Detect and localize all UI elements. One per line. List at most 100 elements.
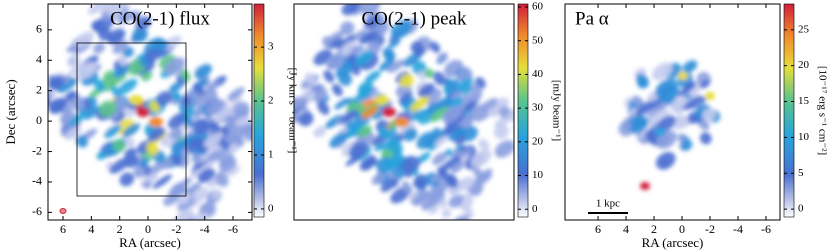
map-blob	[175, 209, 194, 220]
map-blob	[48, 89, 53, 98]
map-blob	[48, 98, 66, 114]
scale-bar-label: 1 kpc	[596, 198, 620, 210]
map-blob	[443, 77, 453, 88]
map-blob	[433, 71, 446, 86]
map-blob	[113, 65, 128, 78]
x-tick-label: -6	[228, 222, 238, 236]
x-tick-label: -4	[200, 222, 210, 236]
map-blob	[93, 42, 105, 54]
map-blob	[96, 150, 107, 161]
map-blob	[432, 152, 448, 165]
map-blob	[361, 4, 381, 16]
map-blob	[442, 105, 463, 123]
map-blob	[677, 82, 697, 97]
map-blob	[298, 111, 314, 127]
x-tick-label: 6	[595, 222, 601, 236]
map-blob	[331, 83, 343, 97]
x-tick-label: -6	[761, 222, 771, 236]
map-peak	[375, 95, 389, 105]
y-axis-label: Dec (arcsec)	[3, 79, 18, 144]
panel: CO(2-1) peak 0 10 20 30 40 50 60 [mJy beam⁻¹]	[293, 1, 562, 221]
colorbar-tick-label: 30	[532, 102, 544, 114]
map-blob	[635, 103, 651, 116]
map-blob	[409, 96, 430, 112]
colorbar-label: [mJy beam⁻¹]	[550, 80, 562, 141]
x-tick-label: 2	[651, 222, 657, 236]
colorbar-tick-label: 1	[268, 149, 274, 161]
map-blob	[202, 87, 218, 103]
map-blob	[133, 166, 145, 179]
map-blob	[155, 91, 173, 107]
x-tick-label: -2	[171, 222, 181, 236]
map-blob	[426, 185, 446, 203]
colorbar-label: [Jy km s⁻¹ beam⁻¹]	[286, 68, 298, 154]
map-blob	[470, 149, 492, 168]
map-blob	[436, 52, 448, 63]
map-blob	[162, 158, 175, 169]
map-blob	[74, 31, 94, 48]
map-blob	[618, 121, 634, 137]
colorbar-tick-label: 0	[268, 202, 274, 214]
map-blob	[430, 41, 441, 53]
map-blob	[368, 154, 378, 166]
map-blob	[75, 135, 89, 148]
map-blob	[206, 81, 220, 92]
map	[618, 60, 721, 190]
map-blob	[124, 136, 135, 148]
map-peak	[705, 92, 715, 100]
map-blob	[199, 160, 215, 173]
map-blob	[325, 31, 345, 46]
map-blob	[203, 132, 224, 148]
map-blob	[469, 83, 483, 98]
map-blob	[355, 50, 374, 66]
map-blob	[83, 105, 102, 120]
colorbar-tick-label: 20	[532, 135, 544, 147]
map-blob	[505, 106, 514, 123]
map-blob	[362, 31, 379, 44]
map-blob	[324, 114, 344, 129]
map-blob	[172, 92, 182, 102]
map-blob	[494, 140, 514, 158]
map-peak	[136, 107, 150, 117]
map-blob	[413, 174, 429, 190]
map-blob	[198, 168, 216, 184]
map-blob	[323, 70, 335, 83]
map-blob	[104, 125, 121, 139]
map-blob	[474, 107, 493, 122]
colorbar-tick-label: 10	[798, 131, 810, 143]
map-blob	[181, 134, 197, 147]
map-blob	[699, 132, 712, 145]
map-blob	[629, 118, 649, 134]
map-blob	[682, 60, 698, 74]
map-blob	[355, 102, 366, 114]
map-blob	[75, 62, 97, 81]
map-blob	[447, 127, 465, 141]
map-blob	[402, 156, 421, 173]
y-tick-label: 4	[36, 52, 42, 66]
map	[294, 4, 514, 220]
map-blob	[464, 100, 477, 112]
map-blob	[169, 127, 183, 140]
map-blob	[371, 172, 387, 185]
map-blob	[59, 114, 71, 127]
map-peak	[678, 72, 688, 80]
map-blob	[206, 99, 226, 116]
map-blob	[316, 100, 330, 115]
map-blob	[384, 51, 395, 63]
map-blob	[117, 78, 138, 95]
colorbar	[253, 3, 265, 218]
map-blob	[141, 71, 153, 82]
map-blob	[380, 178, 398, 193]
colorbar-tick-label: 2	[268, 95, 274, 107]
map-blob	[388, 38, 401, 49]
zoom-box	[76, 42, 187, 197]
map-blob	[473, 167, 482, 177]
map-blob	[475, 168, 493, 182]
map-blob	[117, 11, 133, 25]
y-tick-label: 0	[36, 113, 42, 127]
map-blob	[98, 100, 117, 118]
x-tick-label: 4	[623, 222, 629, 236]
y-tick-label: -4	[32, 174, 42, 188]
map-blob	[193, 108, 204, 118]
y-tick-label: 2	[36, 82, 42, 96]
